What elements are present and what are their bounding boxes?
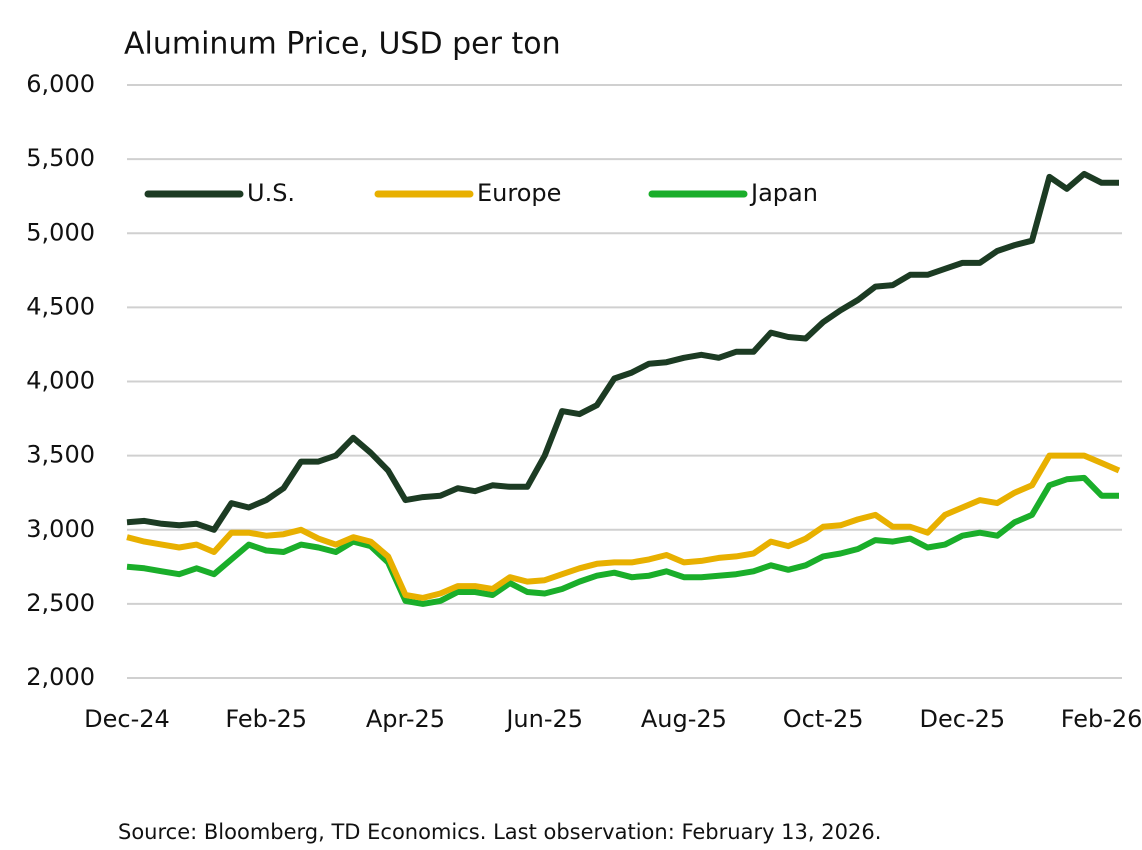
x-tick-label: Dec-25 xyxy=(920,705,1006,733)
chart-title: Aluminum Price, USD per ton xyxy=(124,27,561,62)
y-tick-label: 5,000 xyxy=(26,218,95,246)
x-tick-label: Aug-25 xyxy=(641,705,727,733)
legend-label: Europe xyxy=(477,179,561,207)
y-tick-label: 6,000 xyxy=(26,70,95,98)
y-tick-label: 4,500 xyxy=(26,292,95,320)
y-tick-label: 5,500 xyxy=(26,144,95,172)
source-note: Source: Bloomberg, TD Economics. Last ob… xyxy=(118,820,881,844)
legend-label: Japan xyxy=(749,179,818,207)
series-line xyxy=(126,474,1119,607)
x-tick-label: Jun-25 xyxy=(504,705,583,733)
y-tick-label: 3,000 xyxy=(26,515,95,543)
y-tick-label: 2,000 xyxy=(26,663,95,691)
x-tick-label: Feb-26 xyxy=(1061,705,1142,733)
legend-label: U.S. xyxy=(247,179,295,207)
x-tick-label: Oct-25 xyxy=(783,705,864,733)
x-tick-label: Dec-24 xyxy=(84,705,170,733)
y-tick-label: 2,500 xyxy=(26,589,95,617)
x-tick-label: Apr-25 xyxy=(366,705,445,733)
y-tick-label: 4,000 xyxy=(26,367,95,395)
y-tick-label: 3,500 xyxy=(26,441,95,469)
x-tick-label: Feb-25 xyxy=(225,705,307,733)
series-line xyxy=(126,170,1119,533)
series-line xyxy=(126,452,1121,601)
